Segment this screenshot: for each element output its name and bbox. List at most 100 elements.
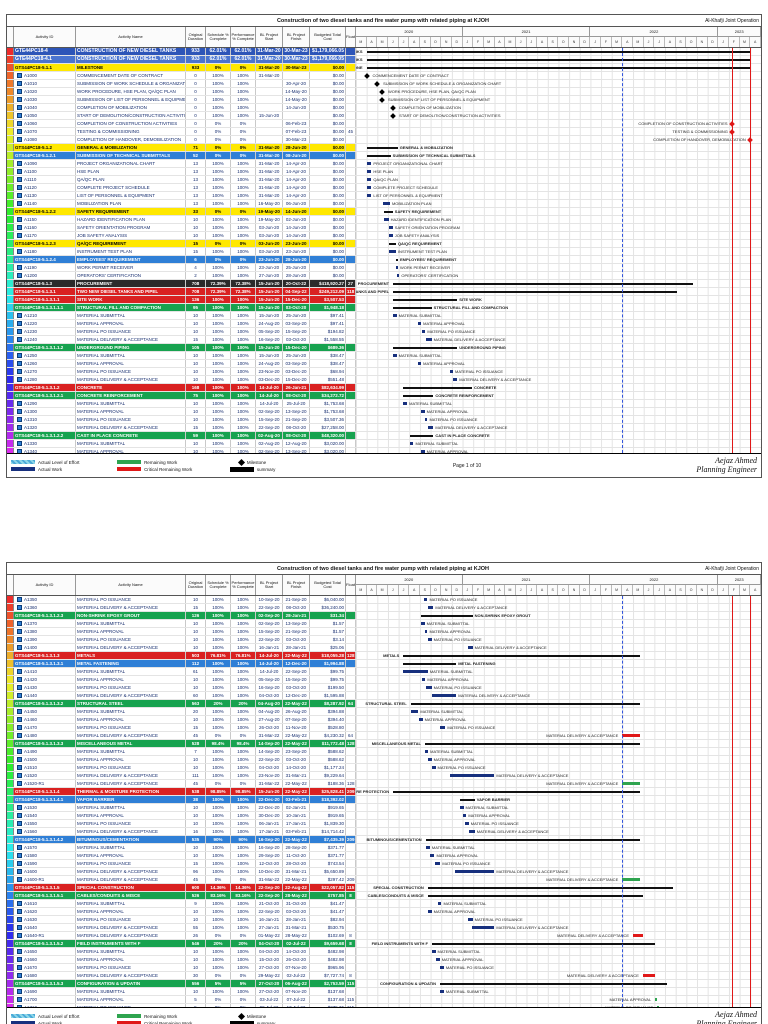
schedule-row[interactable]: A1110 QA/QC PLAN 13 100% 100% 31-Mar-20 14-Apr…: [7, 176, 761, 184]
schedule-row[interactable]: A1450 MATERIAL SUBMITTAL 20 100% 100% 04-Aug-…: [7, 708, 761, 716]
schedule-row[interactable]: A1700 MATERIAL APPROVAL 5 0% 0% 03-Jul-22 07-J…: [7, 996, 761, 1004]
schedule-row[interactable]: A1680 MATERIAL DELIVERY & ACCEPTANCE 30 0% 0…: [7, 972, 761, 980]
schedule-row[interactable]: A1310 MATERIAL PO ISSUANCE 10 100% 100% 15-Se…: [7, 416, 761, 424]
schedule-row[interactable]: A1660 MATERIAL APPROVAL 10 100% 100% 15-Oct-2…: [7, 956, 761, 964]
schedule-row[interactable]: GTS44PC18-5.1.3.1.5.3 CONFIGURATION & UPD…: [7, 980, 761, 988]
schedule-row[interactable]: A1630 MATERIAL PO ISSUANCE 10 100% 100% 16-Ja…: [7, 916, 761, 924]
schedule-row[interactable]: A1380 MATERIAL APPROVAL 10 100% 100% 15-Sep-2…: [7, 628, 761, 636]
schedule-row[interactable]: A1180 INSTRUMENT TEST PLAN 15 100% 100% 03-Ju…: [7, 248, 761, 256]
schedule-row[interactable]: GTS44PC18-5.1.3.1.1 SITE WORK 136 100% 100% 1…: [7, 296, 761, 304]
schedule-row[interactable]: GTS44PC18-5.1.3.1.2 CONCRETE 168 100% 100% 14…: [7, 384, 761, 392]
schedule-row[interactable]: A1240 MATERIAL DELIVERY & ACCEPTANCE 15 100…: [7, 336, 761, 344]
schedule-row[interactable]: GTS44PC18-5.1.3 PROCUREMENT 708 72.39% 72.38…: [7, 280, 761, 288]
schedule-row[interactable]: GTS44PC18-5.1.3.1.4 THERMAL & MOISTURE PR…: [7, 788, 761, 796]
schedule-row[interactable]: A1020 WORK PROCEDURE, HSE PLAN, QA/QC PLA…: [7, 88, 761, 96]
schedule-row[interactable]: GTS44PC18-5.1.3.1.2.3 NON-SHRINK EPOXY GR…: [7, 612, 761, 620]
schedule-row[interactable]: A1620 MATERIAL APPROVAL 10 100% 100% 22-Sep-2…: [7, 908, 761, 916]
schedule-row[interactable]: A1400 MATERIAL DELIVERY & ACCEPTANCE 10 100…: [7, 644, 761, 652]
schedule-row[interactable]: GTS44PC18-5.1.3.1 TWO NEW DIESEL TANKS AN…: [7, 288, 761, 296]
schedule-row[interactable]: GTS44PC18-5.1.1 MILESTONE 933 0% 0% 31-Mar-20…: [7, 64, 761, 72]
schedule-row[interactable]: A1300 MATERIAL APPROVAL 10 100% 100% 02-Sep-2…: [7, 408, 761, 416]
schedule-row[interactable]: A1610 MATERIAL SUBMITTAL 9 100% 100% 21-Oct-2…: [7, 900, 761, 908]
schedule-row[interactable]: A1340 MATERIAL APPROVAL 10 100% 100% 02-Sep-2…: [7, 448, 761, 453]
schedule-row[interactable]: GTS44PC18-5.1.3.1.1.2 UNDERGROUND PIPING 1…: [7, 344, 761, 352]
schedule-row[interactable]: GTS44PC18-5.1.3.1.5 SPECIAL CONSTRUCTION 6…: [7, 884, 761, 892]
schedule-row[interactable]: A1230 MATERIAL PO ISSUANCE 10 100% 100% 05-Se…: [7, 328, 761, 336]
schedule-row[interactable]: A1520-R1 MATERIAL DELIVERY & ACCEPTANCE 45…: [7, 780, 761, 788]
schedule-row[interactable]: GTS44PC18-5.1.3.1.2.1 CONCRETE REINFORCEM…: [7, 392, 761, 400]
schedule-row[interactable]: A1500 MATERIAL APPROVAL 10 100% 100% 22-Sep-2…: [7, 756, 761, 764]
schedule-row[interactable]: A1550 MATERIAL PO ISSUANCE 10 100% 100% 06-Ja…: [7, 820, 761, 828]
schedule-row[interactable]: A1590 MATERIAL PO ISSUANCE 15 100% 100% 12-Oc…: [7, 860, 761, 868]
schedule-row[interactable]: A1670 MATERIAL PO ISSUANCE 10 100% 100% 27-Oc…: [7, 964, 761, 972]
schedule-row[interactable]: GTS44PC18-5.1.3.1.2.2 CAST IN PLACE CONCR…: [7, 432, 761, 440]
schedule-row[interactable]: A1200 OPERATORS' CERTIFICATION 2 100% 100% 27…: [7, 272, 761, 280]
schedule-row[interactable]: A1290 MATERIAL SUBMITTAL 10 100% 100% 14-Jul-…: [7, 400, 761, 408]
schedule-row[interactable]: A1250 MATERIAL SUBMITTAL 10 100% 100% 15-Jun-…: [7, 352, 761, 360]
schedule-row[interactable]: GTS44PC18-5.1.2.1 SUBMISSION OF TECHNICAL…: [7, 152, 761, 160]
schedule-row[interactable]: A1560 MATERIAL DELIVERY & ACCEPTANCE 16 100…: [7, 828, 761, 836]
schedule-row[interactable]: A1510 MATERIAL PO ISSUANCE 10 100% 100% 04-Oc…: [7, 764, 761, 772]
schedule-row[interactable]: GTS44PC18-5.1.3.1.4.1 VAPOR BARRIER 38 100%…: [7, 796, 761, 804]
schedule-row[interactable]: GTS44PC18-5.1.3.1.4.2 BITUMINOUS/CEMENTAT…: [7, 836, 761, 844]
schedule-row[interactable]: A1320 MATERIAL DELIVERY & ACCEPTANCE 15 100…: [7, 424, 761, 432]
schedule-row[interactable]: A1600-R1 MATERIAL DELIVERY & ACCEPTANCE 45…: [7, 876, 761, 884]
schedule-row[interactable]: GTS44PC18-5.1.3.1.3.3 MISCELLANEOUS METAL…: [7, 740, 761, 748]
schedule-row[interactable]: A1600 MATERIAL DELIVERY & ACCEPTANCE 96 100…: [7, 868, 761, 876]
schedule-row[interactable]: GTE44PC18-4.1 CONSTRUCTION OF NEW DIESEL …: [7, 56, 761, 64]
schedule-row[interactable]: A1360 MATERIAL DELIVERY & ACCEPTANCE 15 100…: [7, 604, 761, 612]
schedule-row[interactable]: A1570 MATERIAL SUBMITTAL 10 100% 100% 16-Sep-…: [7, 844, 761, 852]
schedule-row[interactable]: A1210 MATERIAL SUBMITTAL 10 100% 100% 15-Jun-…: [7, 312, 761, 320]
schedule-row[interactable]: A1430 MATERIAL PO ISSUANCE 10 100% 100% 16-Se…: [7, 684, 761, 692]
schedule-row[interactable]: A1170 JOB SAFETY ANALYSIS 10 100% 100% 03-Jun…: [7, 232, 761, 240]
schedule-row[interactable]: A1650 MATERIAL SUBMITTAL 10 100% 100% 04-Oct-…: [7, 948, 761, 956]
schedule-row[interactable]: GTS44PC18-5.1.3.1.3 METALS 503 76.81% 76.81%…: [7, 652, 761, 660]
schedule-row[interactable]: A1350 MATERIAL PO ISSUANCE 10 100% 100% 10-Se…: [7, 596, 761, 604]
schedule-row[interactable]: GTS44PC18-5.1.3.1.1.1 STRUCTURAL FILL AND…: [7, 304, 761, 312]
schedule-row[interactable]: A1120 COMPLETE PROJECT SCHEDULE 13 100% 100%…: [7, 184, 761, 192]
schedule-row[interactable]: A1010 SUBMISSION OF WORK SCHEDULE & ORGAN…: [7, 80, 761, 88]
schedule-row[interactable]: A1530 MATERIAL SUBMITTAL 10 100% 100% 22-Dec-…: [7, 804, 761, 812]
schedule-row[interactable]: GTS44PC18-5.1.2.2 SAFETY REQUIREMENT 33 0% 0…: [7, 208, 761, 216]
schedule-row[interactable]: A1150 HAZARD IDENTIFICATION PLAN 10 100% 100…: [7, 216, 761, 224]
schedule-row[interactable]: A1330 MATERIAL SUBMITTAL 10 100% 100% 02-Aug-…: [7, 440, 761, 448]
schedule-row[interactable]: GTE44PC18-4 CONSTRUCTION OF NEW DIESEL TA…: [7, 48, 761, 56]
schedule-row[interactable]: A1370 MATERIAL SUBMITTAL 10 100% 100% 02-Sep-…: [7, 620, 761, 628]
schedule-row[interactable]: A1640 MATERIAL DELIVERY & ACCEPTANCE 55 100…: [7, 924, 761, 932]
schedule-row[interactable]: A1460 MATERIAL APPROVAL 10 100% 100% 27-Aug-2…: [7, 716, 761, 724]
schedule-row[interactable]: A1130 LIST OF PERSONNEL & EQUIPMENT 13 100%…: [7, 192, 761, 200]
schedule-row[interactable]: A1090 PROJECT ORGANIZATIONAL CHART 13 100% 1…: [7, 160, 761, 168]
schedule-row[interactable]: A1140 MOBILIZATION PLAN 13 100% 100% 16-May-2…: [7, 200, 761, 208]
schedule-row[interactable]: GTS44PC18-5.1.3.1.5.2 FIELD INSTRUMENTS W…: [7, 940, 761, 948]
schedule-row[interactable]: A1710MATERIAL PO ISSUANCE50%0%09-Jul-221…: [7, 1004, 761, 1007]
schedule-row[interactable]: A1070 TESTING & COMMISSIONING 0 0% 0% 07-Feb-…: [7, 128, 761, 136]
schedule-row[interactable]: A1690 MATERIAL SUBMITTAL 10 100% 100% 27-Oct-…: [7, 988, 761, 996]
schedule-row[interactable]: A1270 MATERIAL PO ISSUANCE 10 100% 100% 23-No…: [7, 368, 761, 376]
schedule-row[interactable]: A1040 COMPLETION OF MOBILIZATION 0 100% 100%…: [7, 104, 761, 112]
schedule-row[interactable]: A1440 MATERIAL DELIVERY & ACCEPTANCE 60 100…: [7, 692, 761, 700]
schedule-row[interactable]: A1390 MATERIAL PO ISSUANCE 10 100% 100% 22-Se…: [7, 636, 761, 644]
schedule-row[interactable]: A1030 SUBMISSION OF LIST OF PERSONNEL & E…: [7, 96, 761, 104]
schedule-row[interactable]: GTS44PC18-5.1.2.3 QA/QC REQUIREMENT 15 0% 0%…: [7, 240, 761, 248]
schedule-row[interactable]: GTS44PC18-5.1.3.1.3.2 STRUCTURAL STEEL 563…: [7, 700, 761, 708]
schedule-row[interactable]: A1280 MATERIAL DELIVERY & ACCEPTANCE 10 100…: [7, 376, 761, 384]
schedule-row[interactable]: A1260 MATERIAL APPROVAL 10 100% 100% 24-Aug-2…: [7, 360, 761, 368]
schedule-row[interactable]: GTS44PC18-5.1.2.4 EMPLOYEES' REQUIREMENT 6…: [7, 256, 761, 264]
schedule-row[interactable]: A1410 MATERIAL SUBMITTAL 61 100% 100% 14-Jul-…: [7, 668, 761, 676]
schedule-row[interactable]: A1480 MATERIAL DELIVERY & ACCEPTANCE 45 0% 0…: [7, 732, 761, 740]
schedule-row[interactable]: A1490 MATERIAL SUBMITTAL 7 100% 100% 14-Sep-2…: [7, 748, 761, 756]
schedule-row[interactable]: A1160 SAFETY ORIENTATION PROGRAM 10 100% 100…: [7, 224, 761, 232]
schedule-row[interactable]: A1050 START OF DEMOLITION/CONSTRUCTION AC…: [7, 112, 761, 120]
schedule-row[interactable]: A1580 MATERIAL APPROVAL 10 100% 100% 29-Sep-2…: [7, 852, 761, 860]
schedule-row[interactable]: A1190 WORK PERMIT RECEIVER 4 100% 100% 23-Jun…: [7, 264, 761, 272]
schedule-row[interactable]: A1520 MATERIAL DELIVERY & ACCEPTANCE 111 10…: [7, 772, 761, 780]
schedule-row[interactable]: GTS44PC18-5.1.2 GENERAL & MOBILIZATION 71 0…: [7, 144, 761, 152]
schedule-row[interactable]: A1000 COMMENCEMENT DATE OF CONTRACT 0 100% 1…: [7, 72, 761, 80]
schedule-row[interactable]: A1100 HSE PLAN 13 100% 100% 31-Mar-20 14-Apr-2…: [7, 168, 761, 176]
schedule-row[interactable]: A1470 MATERIAL PO ISSUANCE 15 100% 100% 26-Oc…: [7, 724, 761, 732]
schedule-row[interactable]: A1420 MATERIAL APPROVAL 10 100% 100% 05-Sep-2…: [7, 676, 761, 684]
schedule-row[interactable]: A1540 MATERIAL APPROVAL 10 100% 100% 30-Dec-2…: [7, 812, 761, 820]
schedule-row[interactable]: A1060 COMPLETION OF CONSTRUCTION ACTIVITI…: [7, 120, 761, 128]
schedule-row[interactable]: A1640-R1 MATERIAL DELIVERY & ACCEPTANCE 26…: [7, 932, 761, 940]
schedule-row[interactable]: GTS44PC18-5.1.3.1.5.1 CABLES/CONDUITS & M…: [7, 892, 761, 900]
